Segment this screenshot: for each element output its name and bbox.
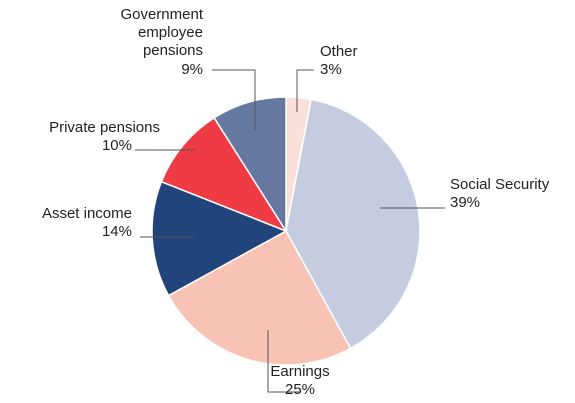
slice-value-label: 14%	[101, 223, 132, 240]
pie-slice	[285, 98, 421, 350]
slice-label: Earnings	[270, 363, 330, 380]
slice-label: Private pensions	[49, 119, 160, 136]
pie-slice	[151, 180, 288, 297]
pie-slice	[213, 96, 287, 234]
slice-value-label: 39%	[450, 194, 481, 211]
leader-line	[267, 330, 300, 393]
slice-label: Asset income	[41, 205, 132, 222]
pie-slice	[167, 229, 352, 366]
pie-slice	[160, 116, 288, 233]
slice-value-label: 25%	[284, 381, 316, 398]
slice-label: Government employee pensions	[120, 6, 203, 59]
slice-label: Social Security	[450, 176, 550, 193]
slice-value-label: 3%	[320, 61, 342, 78]
slice-value-label: 10%	[101, 137, 132, 154]
leader-line	[212, 69, 256, 130]
leader-line	[296, 69, 314, 112]
slice-label: Other	[320, 43, 358, 60]
slice-value-label: 9%	[181, 61, 203, 78]
